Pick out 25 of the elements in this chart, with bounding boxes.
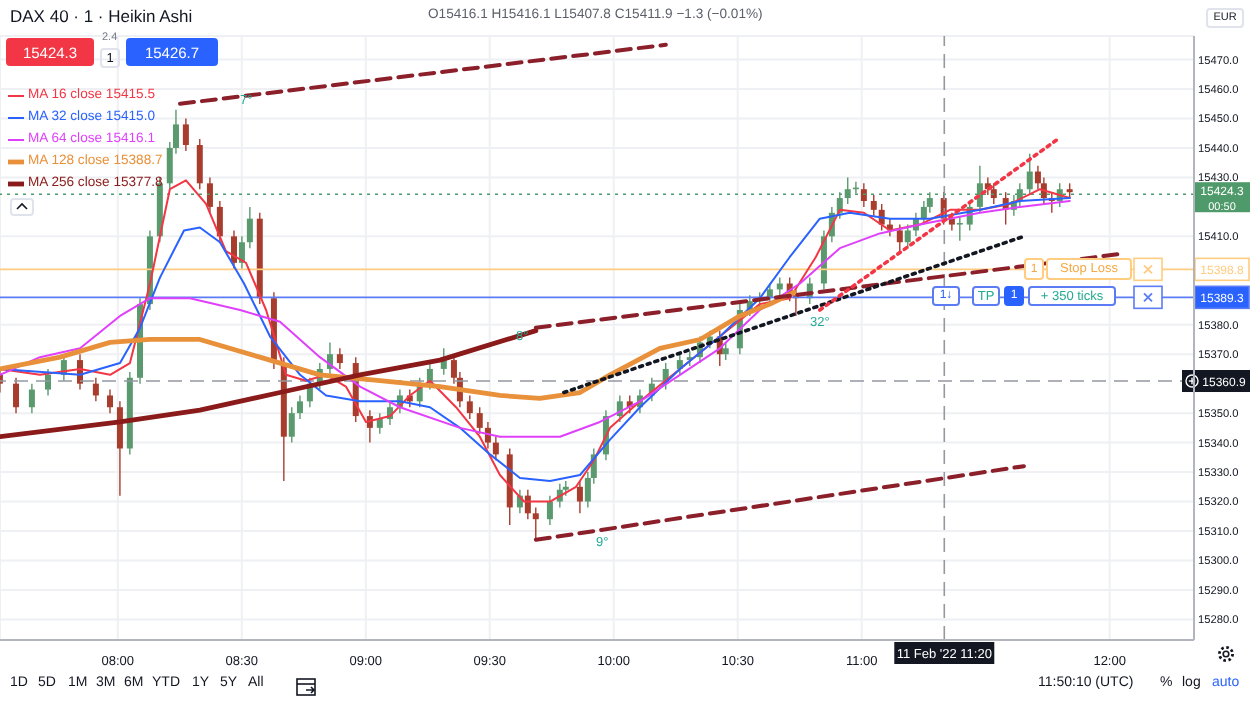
candlestick [546,494,553,526]
candlestick [532,506,539,541]
candlestick [238,235,245,270]
candlestick [182,117,189,152]
candlestick [206,176,213,214]
candlestick [990,182,997,205]
candlestick [896,223,903,255]
candlestick [28,382,35,414]
candlestick [476,406,483,435]
candlestick [860,182,867,208]
candlestick [13,377,20,414]
candlestick [196,138,203,190]
candlestick [576,480,583,515]
candlestick [376,412,383,435]
candlestick [296,394,303,420]
candlestick [216,200,223,243]
chart-title: DAX 40 · 1 · Heikin Ashi [10,6,193,26]
candlestick [466,394,473,420]
candlestick [92,377,99,403]
candlestick [870,194,877,217]
candlestick [107,388,113,414]
candlestick [956,216,963,242]
candlestick [336,347,343,370]
candlestick [246,206,253,249]
candlestick [288,406,295,444]
